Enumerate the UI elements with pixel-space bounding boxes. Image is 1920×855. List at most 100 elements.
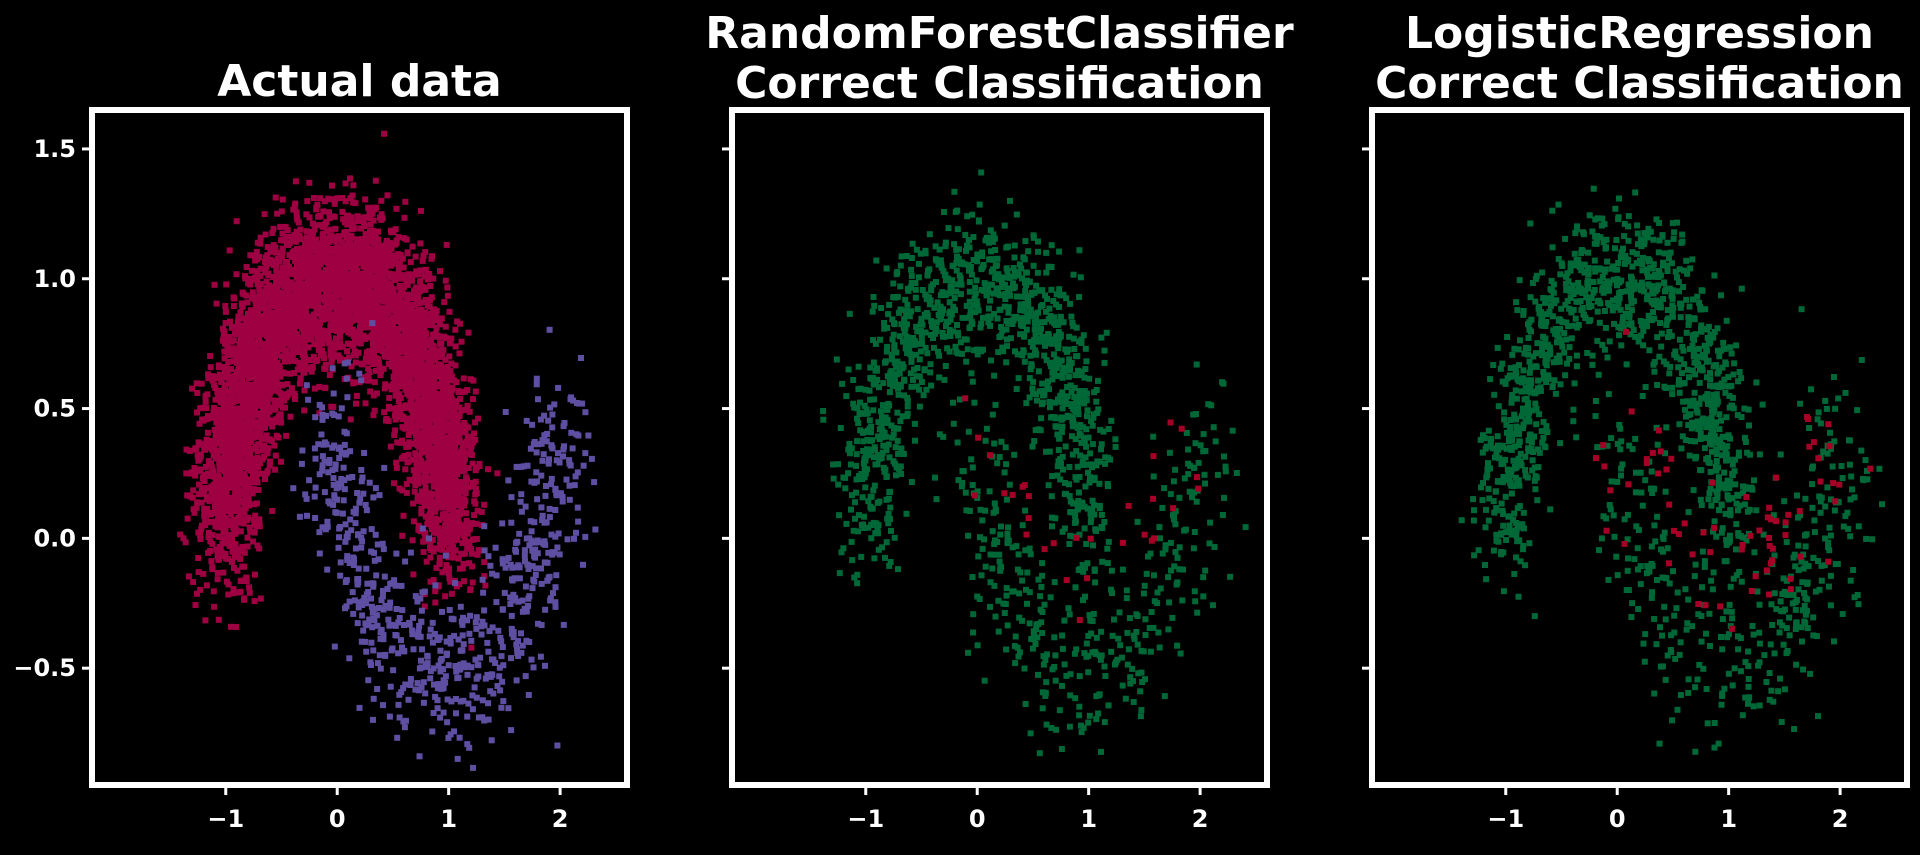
scatter-point (414, 350, 420, 357)
scatter-point (425, 491, 432, 498)
scatter-point (265, 270, 272, 277)
scatter-point (455, 493, 462, 500)
scatter-point (315, 269, 322, 276)
scatter-point (326, 196, 333, 203)
scatter-point (276, 258, 283, 265)
scatter-point (352, 284, 359, 291)
scatter-point (430, 462, 437, 469)
scatter-point (245, 353, 252, 360)
scatter-point (410, 571, 417, 578)
scatter-point (437, 268, 443, 275)
scatter-point (323, 218, 330, 225)
scatter-point (256, 516, 263, 523)
scatter-point (312, 330, 319, 337)
scatter-point (403, 236, 410, 243)
scatter-point (262, 231, 269, 238)
scatter-point (350, 306, 357, 313)
scatter-point (205, 371, 212, 378)
scatter-point (397, 404, 404, 410)
scatter-point (309, 364, 316, 371)
scatter-point (409, 295, 416, 302)
scatter-point (369, 267, 376, 274)
scatter-point (400, 272, 407, 279)
scatter-point (238, 349, 244, 356)
scatter-point (388, 245, 395, 252)
scatter-point (251, 372, 258, 379)
scatter-point (261, 211, 268, 218)
scatter-point (280, 341, 286, 348)
scatter-point (252, 456, 259, 463)
scatter-point (437, 545, 444, 552)
scatter-point (248, 416, 255, 423)
scatter-point (281, 397, 288, 404)
scatter-point (245, 310, 251, 317)
scatter-point (395, 326, 402, 332)
scatter-point (371, 282, 378, 289)
scatter-point (396, 485, 403, 492)
scatter-point (269, 423, 276, 430)
scatter-point (449, 420, 456, 427)
scatter-point (381, 130, 388, 137)
scatter-point (344, 340, 351, 347)
scatter-point (251, 349, 258, 356)
scatter-point (417, 314, 424, 321)
scatter-point (294, 281, 301, 288)
scatter-point (220, 483, 227, 490)
scatter-point (273, 380, 280, 387)
scatter-point (421, 336, 428, 343)
scatter-point (465, 329, 472, 336)
scatter-point (371, 357, 378, 364)
scatter-point (406, 476, 413, 483)
scatter-point (441, 488, 448, 495)
scatter-point (252, 253, 259, 260)
scatter-point (261, 422, 268, 429)
scatter-point (309, 330, 316, 337)
scatter-point (304, 324, 311, 331)
scatter-point (203, 436, 210, 443)
scatter-point (258, 413, 265, 420)
scatter-point (428, 500, 435, 507)
scatter-point (450, 544, 456, 551)
scatter-point (243, 321, 250, 328)
scatter-point (290, 253, 297, 260)
scatter-point (423, 353, 430, 360)
scatter-point (372, 247, 379, 254)
scatter-point (427, 366, 434, 373)
scatter-point (358, 225, 365, 232)
scatter-point (244, 452, 251, 459)
scatter-point (233, 471, 240, 478)
scatter-point (428, 322, 435, 329)
scatter-point (365, 373, 372, 379)
scatter-point (214, 519, 220, 526)
scatter-point (318, 294, 325, 301)
scatter-point (223, 450, 230, 457)
scatter-point (294, 294, 301, 301)
scatter-point (253, 375, 260, 382)
scatter-point (408, 401, 415, 408)
scatter-point (481, 501, 488, 508)
scatter-point (424, 276, 431, 283)
scatter-point (401, 214, 408, 221)
scatter-point (422, 469, 429, 476)
scatter-point (414, 442, 421, 449)
scatter-point (443, 434, 449, 441)
scatter-point (411, 385, 418, 392)
scatter-point (223, 364, 230, 371)
scatter-point (390, 339, 397, 346)
scatter-point (238, 333, 245, 340)
scatter-point (280, 264, 286, 271)
scatter-point (246, 407, 253, 414)
scatter-point (410, 467, 417, 474)
scatter-point (196, 481, 203, 488)
scatter-point (230, 505, 237, 512)
scatter-point (423, 350, 430, 357)
scatter-point (347, 271, 354, 277)
scatter-point (384, 323, 390, 330)
scatter-point (218, 410, 225, 417)
scatter-point (454, 468, 461, 475)
scatter-point (442, 372, 449, 378)
scatter-point (241, 371, 248, 378)
scatter-point (251, 308, 258, 315)
scatter-point (210, 588, 217, 595)
scatter-point (448, 503, 455, 510)
